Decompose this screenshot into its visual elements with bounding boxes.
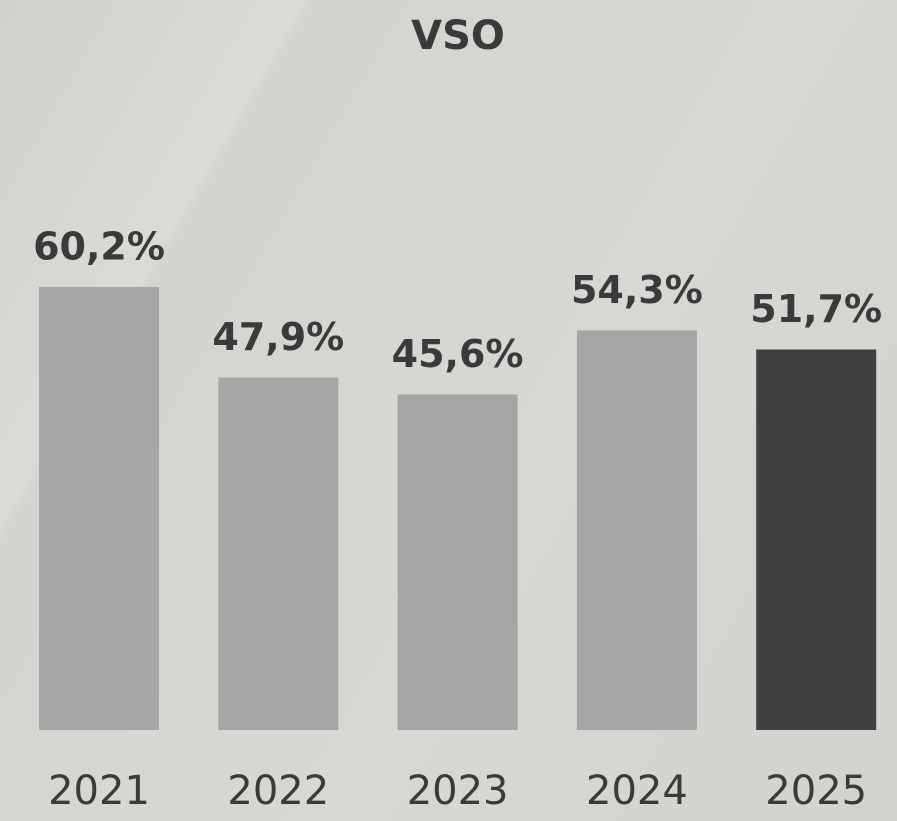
value-label: 47,9% bbox=[212, 315, 344, 359]
x-tick-label: 2021 bbox=[48, 768, 150, 814]
x-tick-label: 2024 bbox=[586, 768, 688, 814]
bar bbox=[756, 349, 877, 730]
bar bbox=[218, 377, 339, 730]
bar bbox=[397, 394, 518, 730]
x-tick-label: 2023 bbox=[407, 768, 509, 814]
chart-title: VSO bbox=[411, 13, 505, 59]
value-label: 54,3% bbox=[571, 268, 703, 312]
value-label: 45,6% bbox=[392, 332, 524, 376]
value-label: 51,7% bbox=[750, 287, 882, 331]
bar bbox=[576, 330, 697, 730]
bar bbox=[39, 286, 159, 730]
x-tick-label: 2025 bbox=[765, 768, 867, 814]
x-tick-label: 2022 bbox=[227, 768, 329, 814]
value-label: 60,2% bbox=[33, 224, 165, 268]
